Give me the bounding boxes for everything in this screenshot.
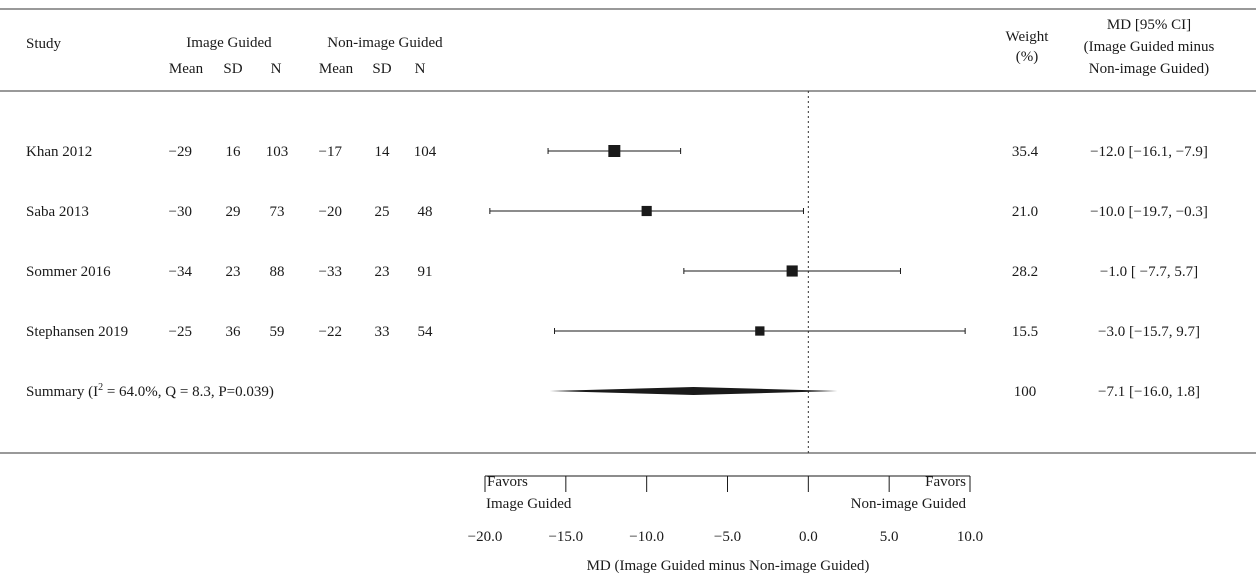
header-weight-2: (%) — [1016, 49, 1039, 65]
study-row: Saba 2013 −30 29 73 −20 25 48 21.0 −10.0… — [26, 204, 1208, 220]
row-study: Stephansen 2019 — [26, 324, 128, 340]
summary-diamond — [549, 387, 838, 395]
summary-label: Summary (I2 = 64.0%, Q = 8.3, P=0.039) — [26, 382, 274, 400]
tick-label: 10.0 — [957, 529, 983, 545]
row-weight: 28.2 — [1012, 264, 1038, 280]
header-mean-1: Mean — [169, 61, 204, 77]
row-n2: 91 — [418, 264, 433, 280]
header-sd-2: SD — [372, 61, 391, 77]
point-estimate — [641, 205, 652, 217]
tick-label: −10.0 — [629, 529, 664, 545]
row-sd2: 14 — [375, 144, 391, 160]
row-mean1: −30 — [169, 204, 192, 220]
header-group2: Non-image Guided — [327, 35, 443, 51]
row-mean2: −33 — [319, 264, 342, 280]
favors-left-2: Image Guided — [486, 496, 572, 512]
row-sd1: 23 — [226, 264, 241, 280]
row-ci: −12.0 [−16.1, −7.9] — [1090, 144, 1208, 160]
point-estimate — [608, 145, 621, 157]
row-sd1: 36 — [226, 324, 242, 340]
summary-weight: 100 — [1014, 384, 1037, 400]
row-mean2: −22 — [319, 324, 342, 340]
x-axis-label: MD (Image Guided minus Non-image Guided) — [587, 558, 870, 574]
row-sd2: 33 — [375, 324, 390, 340]
row-weight: 35.4 — [1012, 144, 1039, 160]
row-study: Sommer 2016 — [26, 264, 111, 280]
tick-label: 5.0 — [880, 529, 899, 545]
row-n1: 88 — [270, 264, 285, 280]
summary-ci: −7.1 [−16.0, 1.8] — [1098, 384, 1200, 400]
row-mean2: −17 — [319, 144, 343, 160]
header-md-1: MD [95% CI] — [1107, 17, 1191, 33]
row-ci: −10.0 [−19.7, −0.3] — [1090, 204, 1208, 220]
row-mean1: −29 — [169, 144, 192, 160]
point-estimate — [786, 265, 798, 277]
row-mean2: −20 — [319, 204, 342, 220]
tick-label: −15.0 — [548, 529, 583, 545]
header-group1: Image Guided — [186, 35, 272, 51]
row-sd2: 25 — [375, 204, 390, 220]
row-mean1: −25 — [169, 324, 192, 340]
row-mean1: −34 — [169, 264, 193, 280]
header-n-2: N — [415, 61, 426, 77]
row-n2: 54 — [418, 324, 434, 340]
row-n2: 48 — [418, 204, 433, 220]
favors-right-2: Non-image Guided — [851, 496, 967, 512]
row-n2: 104 — [414, 144, 437, 160]
tick-label: −20.0 — [468, 529, 503, 545]
row-n1: 59 — [270, 324, 285, 340]
row-sd2: 23 — [375, 264, 390, 280]
row-n1: 73 — [270, 204, 285, 220]
row-ci: −1.0 [ −7.7, 5.7] — [1100, 264, 1198, 280]
row-sd1: 29 — [226, 204, 241, 220]
row-study: Saba 2013 — [26, 204, 89, 220]
header-mean-2: Mean — [319, 61, 354, 77]
study-row: Stephansen 2019 −25 36 59 −22 33 54 15.5… — [26, 324, 1200, 340]
tick-label: 0.0 — [799, 529, 818, 545]
header-study: Study — [26, 36, 62, 52]
header-md-3: Non-image Guided) — [1089, 61, 1209, 77]
favors-left-1: Favors — [487, 474, 528, 490]
x-axis: −20.0 −15.0 −10.0 −5.0 0.0 5.0 10.0 — [468, 475, 983, 545]
study-row: Sommer 2016 −34 23 88 −33 23 91 28.2 −1.… — [26, 264, 1198, 280]
study-row: Khan 2012 −29 16 103 −17 14 104 35.4 −12… — [26, 144, 1208, 160]
header-md-2: (Image Guided minus — [1084, 39, 1215, 55]
header-n-1: N — [271, 61, 282, 77]
point-estimate — [755, 326, 765, 336]
header-sd-1: SD — [223, 61, 242, 77]
row-weight: 15.5 — [1012, 324, 1038, 340]
row-ci: −3.0 [−15.7, 9.7] — [1098, 324, 1200, 340]
favors-right-1: Favors — [925, 474, 966, 490]
header-weight-1: Weight — [1006, 29, 1050, 45]
row-n1: 103 — [266, 144, 289, 160]
tick-label: −5.0 — [714, 529, 741, 545]
row-sd1: 16 — [226, 144, 242, 160]
plot-marks — [489, 91, 966, 453]
row-study: Khan 2012 — [26, 144, 92, 160]
row-weight: 21.0 — [1012, 204, 1038, 220]
